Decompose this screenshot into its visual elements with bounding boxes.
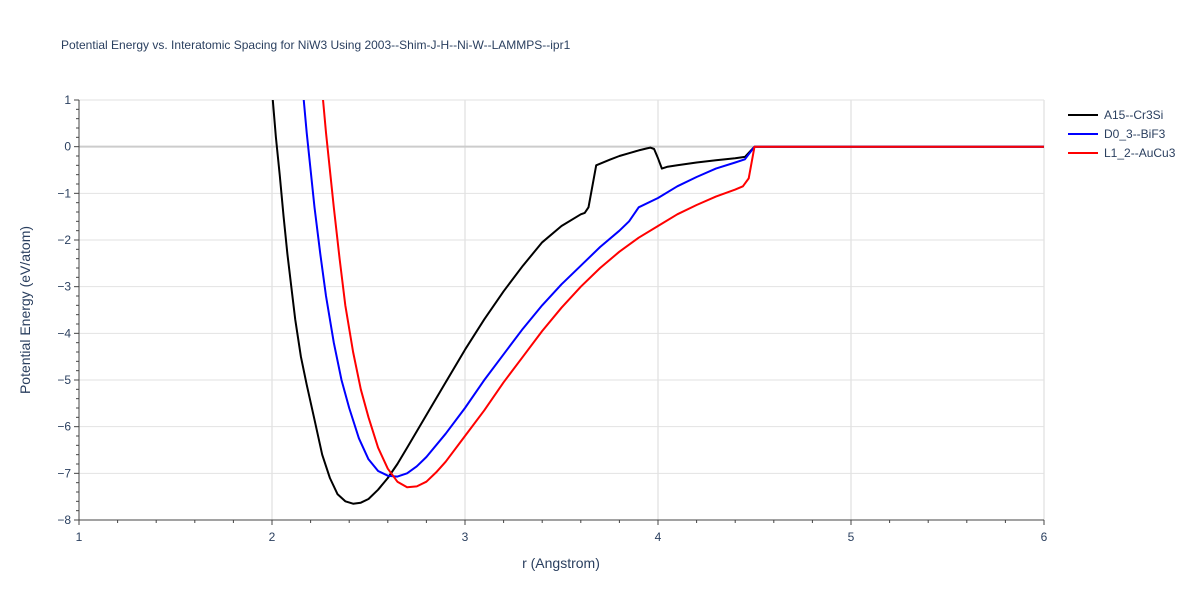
legend-item[interactable]: A15--Cr3Si bbox=[1068, 108, 1163, 122]
y-tick-label: −5 bbox=[57, 373, 71, 387]
series-line-1[interactable] bbox=[302, 91, 1044, 478]
legend-item[interactable]: L1_2--AuCu3 bbox=[1068, 146, 1176, 160]
grid bbox=[79, 99, 1045, 520]
x-tick-label: 5 bbox=[848, 530, 855, 544]
series-line-0[interactable] bbox=[271, 91, 1044, 505]
x-tick-label: 2 bbox=[269, 530, 276, 544]
legend-label: A15--Cr3Si bbox=[1104, 108, 1163, 122]
legend[interactable]: A15--Cr3Si D0_3--BiF3 L1_2--AuCu3 bbox=[1068, 108, 1176, 160]
y-tick-label: −3 bbox=[57, 280, 71, 294]
y-tick-label: −6 bbox=[57, 420, 71, 434]
y-tick-label: −2 bbox=[57, 233, 71, 247]
y-tick-label: −8 bbox=[57, 513, 71, 527]
x-axis-title: r (Angstrom) bbox=[522, 555, 600, 571]
x-tick-label: 3 bbox=[462, 530, 469, 544]
x-tick-label: 4 bbox=[655, 530, 662, 544]
series-line-2[interactable] bbox=[322, 91, 1044, 489]
y-tick-label: 1 bbox=[64, 93, 71, 107]
series-layer bbox=[271, 91, 1044, 505]
y-tick-label: −1 bbox=[57, 186, 71, 200]
legend-label: L1_2--AuCu3 bbox=[1104, 146, 1176, 160]
y-axis-title: Potential Energy (eV/atom) bbox=[17, 226, 33, 394]
axes: 1 2 3 4 5 6 1 0 −1 −2 −3 −4 −5 −6 −7 −8 bbox=[57, 93, 1047, 544]
legend-item[interactable]: D0_3--BiF3 bbox=[1068, 127, 1166, 141]
x-tick-label: 6 bbox=[1041, 530, 1048, 544]
y-tick-label: 0 bbox=[64, 140, 71, 154]
x-tick-label: 1 bbox=[76, 530, 83, 544]
chart-title: Potential Energy vs. Interatomic Spacing… bbox=[61, 38, 571, 52]
y-tick-label: −4 bbox=[57, 326, 71, 340]
y-tick-label: −7 bbox=[57, 466, 71, 480]
legend-label: D0_3--BiF3 bbox=[1104, 127, 1166, 141]
